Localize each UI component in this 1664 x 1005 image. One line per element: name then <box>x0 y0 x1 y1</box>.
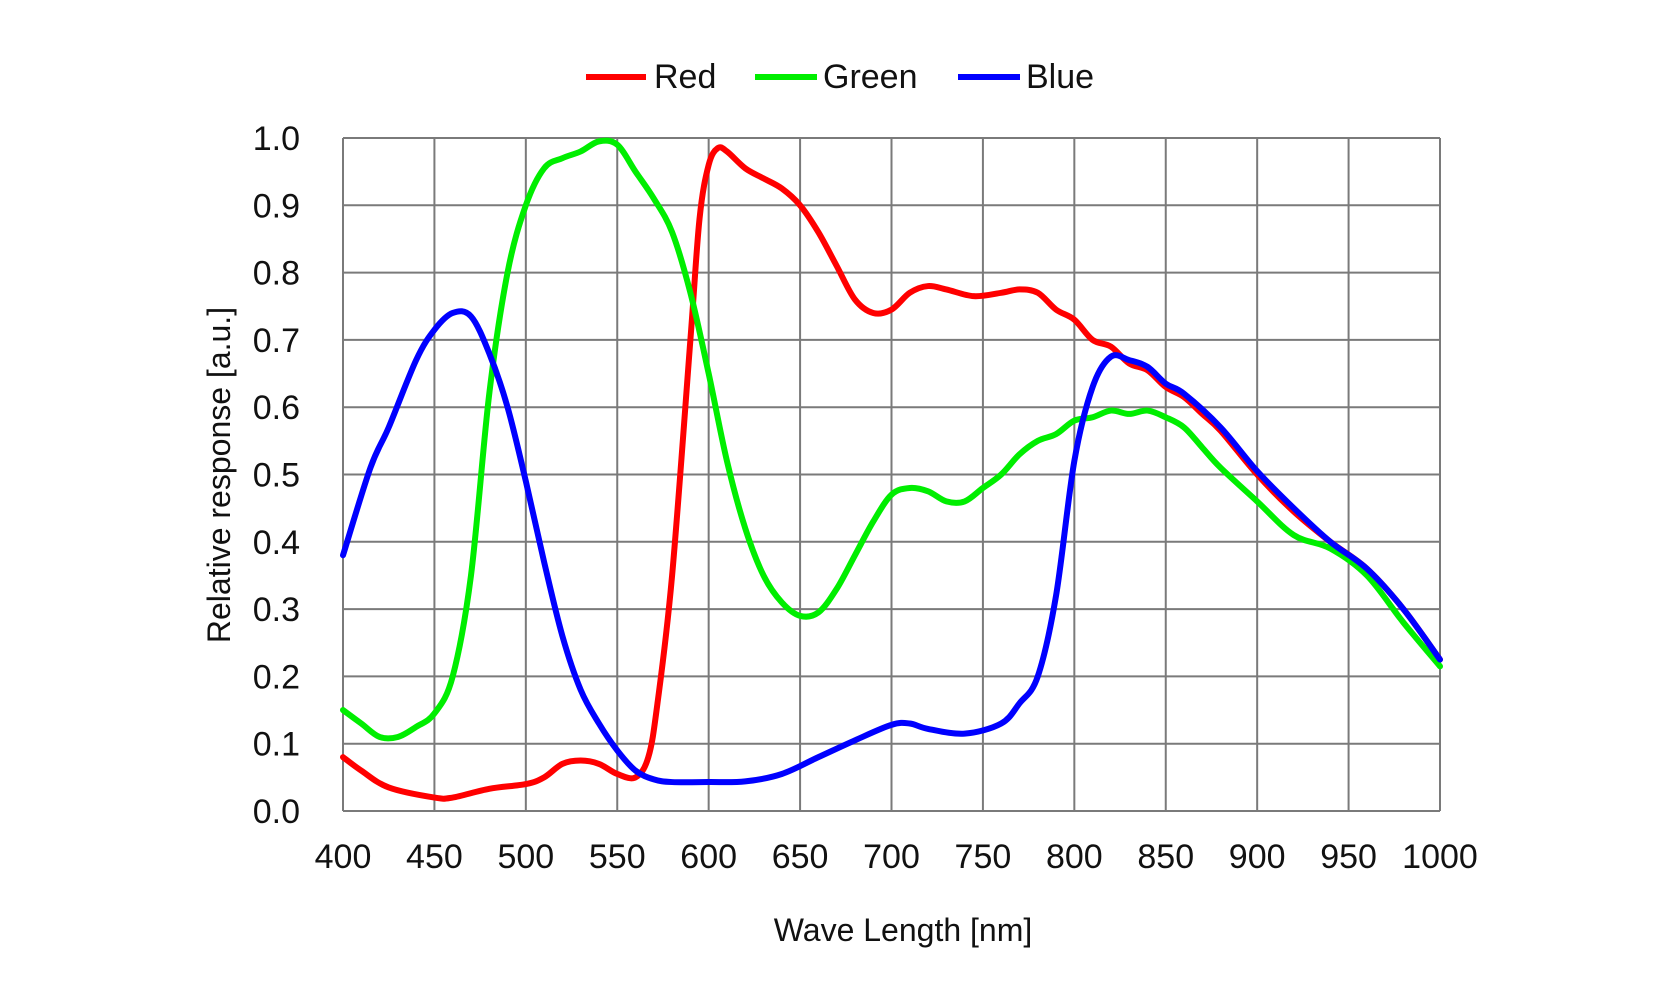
legend: Red Green Blue <box>586 58 1094 96</box>
y-tick-label: 0.4 <box>253 524 300 562</box>
x-tick-label: 550 <box>589 838 646 876</box>
series-lines <box>340 137 1443 802</box>
legend-label-green: Green <box>823 58 918 96</box>
y-tick-label: 0.0 <box>253 793 300 831</box>
x-tick-label: 950 <box>1320 838 1377 876</box>
x-tick-label: 750 <box>955 838 1012 876</box>
y-tick-label: 0.1 <box>253 726 300 764</box>
legend-label-red: Red <box>654 58 716 96</box>
y-tick-label: 0.9 <box>253 187 300 225</box>
x-tick-label: 800 <box>1046 838 1103 876</box>
x-tick-label: 500 <box>497 838 554 876</box>
y-tick-labels: 0.0 0.1 0.2 0.3 0.4 0.5 0.6 0.7 0.8 0.9 1.0 <box>253 120 300 831</box>
series-line-green <box>340 137 1443 742</box>
y-tick-label: 0.7 <box>253 322 300 360</box>
series-line-blue <box>340 308 1443 786</box>
x-axis-label: Wave Length [nm] <box>774 912 1033 948</box>
x-tick-label: 600 <box>680 838 737 876</box>
y-tick-label: 0.3 <box>253 591 300 629</box>
x-tick-label: 1000 <box>1402 838 1478 876</box>
grid <box>342 137 1441 812</box>
y-tick-label: 0.2 <box>253 658 300 696</box>
y-tick-label: 0.5 <box>253 457 300 495</box>
x-tick-label: 400 <box>315 838 372 876</box>
x-tick-label: 450 <box>406 838 463 876</box>
y-tick-label: 1.0 <box>253 120 300 158</box>
x-tick-label: 700 <box>863 838 920 876</box>
y-axis-label: Relative response [a.u.] <box>201 307 237 643</box>
y-tick-label: 0.8 <box>253 255 300 293</box>
x-tick-label: 850 <box>1137 838 1194 876</box>
x-tick-label: 650 <box>772 838 829 876</box>
x-tick-labels: 400 450 500 550 600 650 700 750 800 850 900 950 1000 <box>315 838 1478 876</box>
x-tick-label: 900 <box>1229 838 1286 876</box>
y-tick-label: 0.6 <box>253 389 300 427</box>
legend-label-blue: Blue <box>1026 58 1094 96</box>
